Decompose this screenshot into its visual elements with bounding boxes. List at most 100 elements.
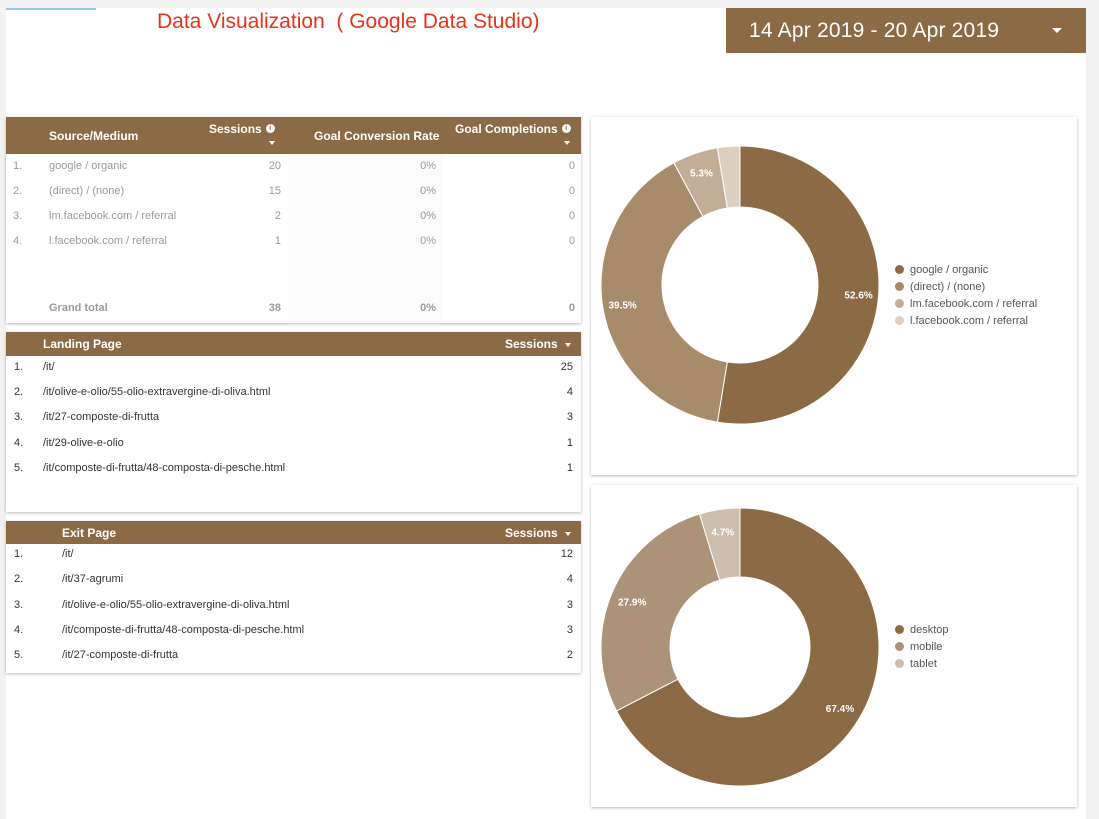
table-row[interactable]: 4. /it/composte-di-frutta/48-composta-di… <box>6 618 581 643</box>
sort-desc-icon[interactable] <box>565 531 571 536</box>
date-range-text: 14 Apr 2019 - 20 Apr 2019 <box>749 18 1000 42</box>
goal-completions-cell: 0 <box>568 235 575 247</box>
legend-item[interactable]: (direct) / (none) <box>895 278 1037 295</box>
goal-conversion-rate-cell: 0% <box>420 185 436 197</box>
sessions-cell: 3 <box>566 411 573 423</box>
legend-swatch <box>895 299 904 308</box>
legend-swatch <box>895 265 904 274</box>
column-header-goal-conversion-rate[interactable]: Goal Conversion Rate <box>314 129 440 143</box>
table-row[interactable]: 2. (direct) / (none) 15 0% 0 <box>6 179 581 204</box>
sort-desc-icon[interactable] <box>565 342 571 347</box>
donut-slice-1[interactable] <box>716 145 880 425</box>
column-header-source-medium[interactable]: Source/Medium <box>49 129 139 143</box>
slice-percent-label: 5.3% <box>690 168 713 179</box>
table-header: Exit Page Sessions <box>6 521 581 544</box>
row-index: 1. <box>13 160 23 172</box>
table-row[interactable]: 5. /it/composte-di-frutta/48-composta-di… <box>6 456 581 481</box>
landing-page-cell: /it/composte-di-frutta/48-composta-di-pe… <box>43 462 286 474</box>
row-index: 4. <box>14 437 24 449</box>
legend-item[interactable]: desktop <box>895 621 949 638</box>
top-accent-line <box>6 8 96 10</box>
column-header-goal-completions[interactable]: Goal Completions i <box>455 122 571 136</box>
table-row[interactable]: 3. lm.facebook.com / referral 2 0% 0 <box>6 204 581 229</box>
sessions-cell: 3 <box>566 599 573 611</box>
device-donut-chart[interactable]: 67.4% 27.9% 4.7% <box>591 485 881 805</box>
table-header: Landing Page Sessions <box>6 332 581 356</box>
legend-label: l.facebook.com / referral <box>910 314 1028 327</box>
source-medium-cell: google / organic <box>49 160 128 172</box>
legend-label: tablet <box>910 657 937 670</box>
exit-page-cell: /it/composte-di-frutta/48-composta-di-pe… <box>62 624 305 636</box>
source-medium-cell: (direct) / (none) <box>49 185 125 197</box>
donut-slice-3[interactable] <box>698 507 741 581</box>
sessions-header-label: Sessions <box>209 122 262 136</box>
column-header-sessions[interactable]: Sessions <box>505 337 571 351</box>
table-row[interactable]: 5. /it/27-composte-di-frutta 2 <box>6 643 581 668</box>
sort-desc-icon[interactable] <box>269 141 275 145</box>
legend-label: google / organic <box>910 263 989 276</box>
table-row[interactable]: 1. /it/ 12 <box>6 542 581 567</box>
column-header-exit-page[interactable]: Exit Page <box>62 526 117 540</box>
source-medium-cell: l.facebook.com / referral <box>49 235 167 247</box>
sessions-header-label: Sessions <box>504 526 558 540</box>
source-medium-cell: lm.facebook.com / referral <box>49 210 177 222</box>
row-index: 3. <box>14 599 24 611</box>
column-header-sessions[interactable]: Sessions i <box>209 122 275 136</box>
legend-label: mobile <box>910 640 943 653</box>
sessions-cell: 1 <box>566 462 573 474</box>
table-row[interactable]: 4. /it/29-olive-e-olio 1 <box>6 431 581 456</box>
sessions-cell: 3 <box>566 624 573 636</box>
date-range-picker[interactable]: 14 Apr 2019 - 20 Apr 2019 <box>726 8 1086 53</box>
landing-page-cell: /it/27-composte-di-frutta <box>43 411 160 423</box>
source-medium-donut-chart[interactable]: 52.6% 39.5% 5.3% <box>591 131 881 461</box>
slice-percent-label: 39.5% <box>608 301 636 312</box>
sessions-cell: 2 <box>566 649 573 661</box>
legend-swatch <box>895 642 904 651</box>
sort-icon[interactable] <box>564 141 570 145</box>
table-row[interactable]: 4. l.facebook.com / referral 1 0% 0 <box>6 229 581 254</box>
exit-page-cell: /it/olive-e-olio/55-olio-extravergine-di… <box>62 599 290 611</box>
info-icon[interactable]: i <box>265 124 275 133</box>
donut-slice-2[interactable] <box>600 162 728 423</box>
row-index: 1. <box>14 361 24 373</box>
goal-conversion-rate-cell: 0% <box>420 210 436 222</box>
slice-percent-label: 67.4% <box>826 704 854 715</box>
table-row[interactable]: 2. /it/olive-e-olio/55-olio-extravergine… <box>6 380 581 405</box>
legend-item[interactable]: lm.facebook.com / referral <box>895 295 1037 312</box>
exit-page-cell: /it/27-composte-di-frutta <box>62 649 179 661</box>
info-icon[interactable]: i <box>561 124 571 133</box>
goal-completions-total: 0 <box>568 302 575 314</box>
legend-swatch <box>895 316 904 325</box>
legend-item[interactable]: tablet <box>895 655 949 672</box>
table-row[interactable]: 2. /it/37-agrumi 4 <box>6 567 581 592</box>
source-medium-donut-card: 52.6% 39.5% 5.3% google / organic (direct)… <box>591 117 1077 475</box>
donut-slice-2[interactable] <box>600 513 721 712</box>
goal-completions-cell: 0 <box>568 185 575 197</box>
legend-swatch <box>895 625 904 634</box>
legend-item[interactable]: mobile <box>895 638 949 655</box>
slice-percent-label: 27.9% <box>618 598 646 609</box>
column-shading <box>288 154 443 322</box>
legend-swatch <box>895 659 904 668</box>
sessions-cell: 4 <box>566 386 573 398</box>
column-header-landing-page[interactable]: Landing Page <box>43 337 122 351</box>
row-index: 2. <box>13 185 23 197</box>
row-index: 3. <box>14 411 24 423</box>
row-index: 2. <box>14 386 24 398</box>
table-row[interactable]: 3. /it/27-composte-di-frutta 3 <box>6 405 581 430</box>
sessions-cell: 2 <box>274 210 281 222</box>
table-row[interactable]: 1. google / organic 20 0% 0 <box>6 154 581 179</box>
grand-total-label: Grand total <box>49 302 108 314</box>
table-row[interactable]: 1. /it/ 25 <box>6 355 581 380</box>
chevron-down-icon[interactable] <box>1052 28 1062 33</box>
legend-item[interactable]: l.facebook.com / referral <box>895 312 1037 329</box>
column-header-sessions[interactable]: Sessions <box>505 526 571 540</box>
table-row[interactable]: 3. /it/olive-e-olio/55-olio-extravergine… <box>6 593 581 618</box>
sessions-cell: 25 <box>560 361 573 373</box>
donut-slice-1[interactable] <box>615 507 880 787</box>
donut-slice-4[interactable] <box>716 145 741 209</box>
legend-swatch <box>895 282 904 291</box>
grand-total-row: Grand total 38 0% 0 <box>6 296 581 321</box>
exit-page-cell: /it/37-agrumi <box>62 573 124 585</box>
legend-item[interactable]: google / organic <box>895 261 1037 278</box>
